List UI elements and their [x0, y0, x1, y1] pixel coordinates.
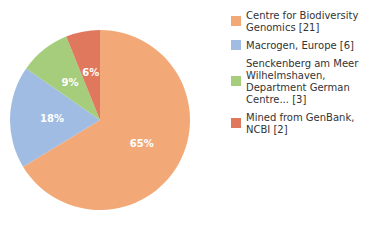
svg-text:Genomics [21]: Genomics [21]: [246, 22, 319, 33]
svg-text:6%: 6%: [82, 67, 99, 78]
svg-text:18%: 18%: [40, 113, 64, 124]
svg-text:Macrogen, Europe [6]: Macrogen, Europe [6]: [246, 40, 354, 51]
svg-text:Department German: Department German: [246, 82, 353, 93]
svg-text:Senckenberg am Meer: Senckenberg am Meer: [246, 58, 362, 69]
svg-text:65%: 65%: [130, 138, 154, 149]
svg-text:9%: 9%: [62, 77, 79, 88]
svg-text:NCBI [2]: NCBI [2]: [246, 124, 288, 135]
svg-text:Centre... [3]: Centre... [3]: [246, 94, 306, 105]
svg-text:Centre for Biodiversity: Centre for Biodiversity: [246, 10, 362, 21]
svg-text:Wilhelmshaven,: Wilhelmshaven,: [246, 70, 329, 81]
svg-text:Mined from GenBank,: Mined from GenBank,: [246, 112, 358, 123]
